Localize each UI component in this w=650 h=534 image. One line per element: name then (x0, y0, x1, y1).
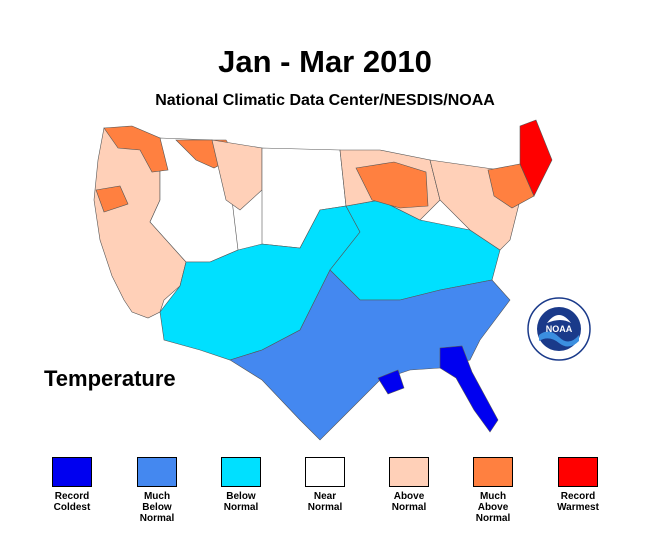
region-new-york-vermont (487, 163, 535, 209)
legend-label: Much Above Normal (475, 491, 511, 524)
region-maine (519, 119, 553, 197)
legend-label: Record Warmest (557, 491, 599, 513)
region-oregon-spot (95, 185, 129, 213)
legend-label: Near Normal (307, 491, 343, 513)
legend-swatch (52, 457, 92, 487)
legend-item-much-below-normal: Much Below Normal (112, 457, 202, 524)
region-gulf-coast (377, 369, 405, 395)
region-florida (439, 345, 499, 433)
legend-label: Much Below Normal (139, 491, 175, 524)
legend-swatch (473, 457, 513, 487)
noaa-logo-text: NOAA (546, 324, 573, 334)
legend-item-near-normal: Near Normal (280, 457, 370, 513)
map-title: Jan - Mar 2010 (218, 44, 432, 79)
parameter-label: Temperature (44, 366, 176, 391)
legend-label: Record Coldest (53, 491, 91, 513)
legend-label: Above Normal (391, 491, 427, 513)
region-montana-plains (211, 139, 263, 211)
legend-item-record-coldest: Record Coldest (27, 457, 117, 513)
legend-label: Below Normal (223, 491, 259, 513)
legend-swatch (558, 457, 598, 487)
legend-swatch (389, 457, 429, 487)
region-south (229, 269, 511, 441)
region-pacific-northwest (103, 125, 169, 173)
legend-item-record-warmest: Record Warmest (533, 457, 623, 513)
legend-item-much-above-normal: Much Above Normal (448, 457, 538, 524)
legend-swatch (221, 457, 261, 487)
noaa-logo-icon: NOAA (527, 297, 591, 361)
region-great-lakes (355, 161, 429, 209)
legend-item-above-normal: Above Normal (364, 457, 454, 513)
legend-swatch (137, 457, 177, 487)
legend-item-below-normal: Below Normal (196, 457, 286, 513)
map-subtitle: National Climatic Data Center/NESDIS/NOA… (155, 92, 495, 109)
legend-swatch (305, 457, 345, 487)
